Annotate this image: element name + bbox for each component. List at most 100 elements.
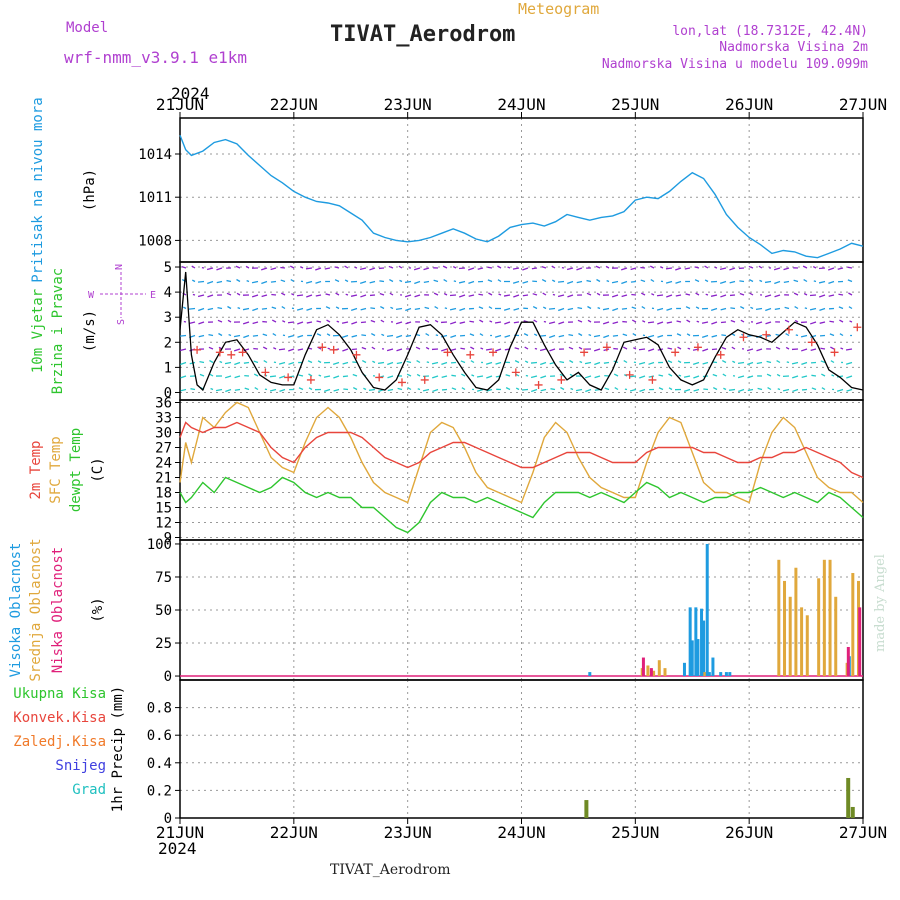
wind-arrow bbox=[497, 265, 502, 269]
wind-arrow bbox=[711, 321, 718, 325]
wind-arrow bbox=[198, 334, 205, 338]
gust-marker bbox=[443, 348, 452, 357]
wind-arrow bbox=[343, 388, 349, 391]
wind-arrow bbox=[224, 375, 232, 379]
x-tick-label-top: 24JUN bbox=[497, 95, 545, 114]
y-tick-label: 4 bbox=[164, 285, 172, 301]
wind-arrow bbox=[233, 334, 241, 338]
wind-arrow bbox=[380, 319, 385, 323]
wind-arrow bbox=[182, 306, 187, 310]
cloud-unit-label: (%) bbox=[90, 597, 106, 622]
wind-arrow bbox=[298, 387, 304, 391]
wind-arrow bbox=[278, 348, 286, 351]
wind-arrow bbox=[443, 278, 448, 283]
wind-arrow bbox=[801, 375, 808, 378]
wind-arrow bbox=[452, 265, 457, 269]
wind-arrow bbox=[209, 373, 214, 377]
wind-arrow bbox=[260, 267, 268, 271]
wind-arrow bbox=[693, 388, 700, 392]
wind-arrow bbox=[549, 348, 556, 352]
wind-arrow bbox=[630, 267, 637, 271]
wind-arrow bbox=[434, 305, 439, 310]
compass-e: E bbox=[150, 290, 156, 301]
wind-arrow bbox=[668, 387, 673, 391]
wind-arrow bbox=[424, 319, 430, 323]
y-tick-label: 27 bbox=[155, 441, 172, 457]
gust-marker bbox=[238, 348, 247, 357]
cloud-bar bbox=[657, 660, 661, 677]
y-tick-label: 24 bbox=[155, 456, 172, 472]
wind-arrow bbox=[701, 334, 709, 339]
wind-arrow bbox=[405, 307, 412, 312]
wind-arrow bbox=[639, 375, 646, 379]
wind-arrow bbox=[459, 294, 466, 298]
wind-arrow bbox=[775, 346, 781, 350]
wind-arrow bbox=[390, 306, 394, 310]
wind-arrow bbox=[228, 333, 232, 337]
altitude-label: Nadmorska Visina 2m bbox=[719, 40, 868, 55]
wind-arrow bbox=[747, 361, 754, 366]
wind-arrow bbox=[596, 292, 601, 296]
wind-arrow bbox=[665, 267, 673, 270]
wind-arrow bbox=[819, 321, 826, 324]
wind-arrow bbox=[810, 348, 817, 351]
wind-arrow bbox=[351, 334, 358, 338]
wind-arrow bbox=[792, 388, 799, 393]
wind-arrow bbox=[387, 388, 394, 392]
wind-arrow bbox=[568, 346, 574, 350]
wind-arrow bbox=[632, 333, 637, 337]
wind-arrow bbox=[676, 333, 682, 337]
year-top: 2024 bbox=[171, 84, 210, 103]
y-tick-label: 0 bbox=[164, 385, 172, 401]
wind-arrow bbox=[325, 306, 331, 310]
wind-arrow bbox=[586, 292, 592, 296]
gust-marker bbox=[215, 348, 224, 357]
cloud-bar bbox=[777, 559, 781, 677]
gust-marker bbox=[227, 350, 236, 359]
wind-arrow bbox=[198, 321, 205, 325]
wind-arrow bbox=[711, 348, 718, 351]
cloud-bar bbox=[663, 668, 667, 677]
wind-arrow bbox=[469, 320, 475, 323]
wind-arrow bbox=[704, 279, 709, 283]
wind-arrow bbox=[612, 307, 619, 312]
x-tick-label-bottom: 22JUN bbox=[270, 823, 318, 842]
wind-arrow bbox=[504, 321, 511, 325]
wind-arrow bbox=[468, 280, 475, 285]
wind-arrow bbox=[723, 387, 727, 391]
wind-arrow bbox=[360, 307, 367, 311]
wind-arrow bbox=[197, 294, 205, 298]
cloud-bar bbox=[728, 672, 732, 677]
wind-arrow bbox=[623, 360, 628, 364]
wind-arrow bbox=[838, 293, 844, 296]
wind-arrow bbox=[513, 294, 520, 298]
cloud-bar bbox=[724, 672, 728, 677]
wind-arrow bbox=[486, 375, 493, 379]
wind-arrow bbox=[235, 265, 241, 269]
wind-arrow bbox=[361, 334, 367, 337]
x-tick-label-top: 27JUN bbox=[839, 95, 887, 114]
wind-arrow bbox=[188, 321, 196, 325]
wind-arrow bbox=[675, 267, 682, 271]
wind-arrow bbox=[575, 388, 583, 392]
wind-arrow bbox=[711, 334, 718, 338]
wind-arrow bbox=[737, 361, 745, 364]
wind-arrow bbox=[381, 333, 385, 337]
wind-arrow bbox=[651, 293, 655, 296]
wind-arrow bbox=[272, 333, 277, 337]
wind-arrow bbox=[208, 333, 214, 337]
wind-arrow bbox=[675, 294, 682, 297]
wind-arrow bbox=[845, 348, 853, 351]
wind-arrow bbox=[647, 321, 655, 324]
wind-arrow bbox=[434, 319, 439, 323]
wind-arrow bbox=[837, 267, 844, 270]
wind-arrow bbox=[712, 386, 718, 391]
wind-arrow bbox=[217, 306, 223, 310]
wind-arrow bbox=[476, 388, 484, 392]
wind-arrow bbox=[342, 361, 349, 365]
wind-arrow bbox=[829, 320, 835, 323]
wind-arrow bbox=[234, 375, 241, 379]
wind-arrow bbox=[468, 267, 475, 271]
wind-arrow bbox=[197, 280, 205, 283]
wind-arrow bbox=[336, 320, 340, 323]
